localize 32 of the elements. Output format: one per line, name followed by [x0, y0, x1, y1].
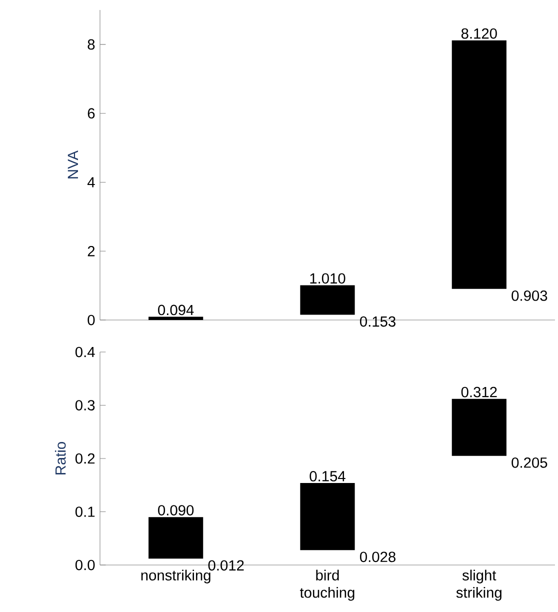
y-tick-label: 0.4	[75, 346, 95, 358]
x-tick-label: bird touching	[300, 570, 354, 601]
y-tick-label: 0	[88, 314, 95, 326]
y-tick-label: 8	[88, 39, 95, 50]
annotation: 8.120	[461, 28, 497, 39]
y-tick-label: 0.1	[75, 506, 95, 517]
y-tick-label: 6	[88, 108, 95, 119]
annotation: 0.154	[310, 471, 346, 482]
bar	[148, 517, 204, 559]
annotation: 0.153	[360, 316, 396, 327]
y-axis-title: Ratio	[54, 442, 66, 474]
bar	[148, 316, 204, 320]
y-tick-label: 4	[87, 177, 95, 188]
bar	[300, 285, 355, 315]
annotation: 0.012	[208, 560, 244, 571]
bar	[452, 40, 506, 289]
y-tick-label: 2	[88, 246, 95, 256]
y-tick-label: 0.0	[75, 560, 95, 570]
annotation: 0.903	[512, 290, 548, 301]
annotation: 0.205	[512, 457, 548, 468]
x-tick-label: slight striking	[456, 570, 502, 601]
annotation: 0.312	[461, 386, 497, 398]
annotation: 0.028	[360, 552, 396, 562]
y-tick-label: 0.3	[75, 400, 95, 410]
y-axis-title: NVA	[68, 150, 78, 178]
annotation: 0.090	[158, 505, 194, 516]
bar	[452, 398, 506, 456]
annotation: 0.094	[158, 304, 194, 316]
bar	[300, 482, 355, 550]
y-tick-label: 0.2	[75, 453, 95, 464]
x-tick-label: nonstriking	[141, 570, 210, 584]
annotation: 1.010	[310, 273, 346, 284]
